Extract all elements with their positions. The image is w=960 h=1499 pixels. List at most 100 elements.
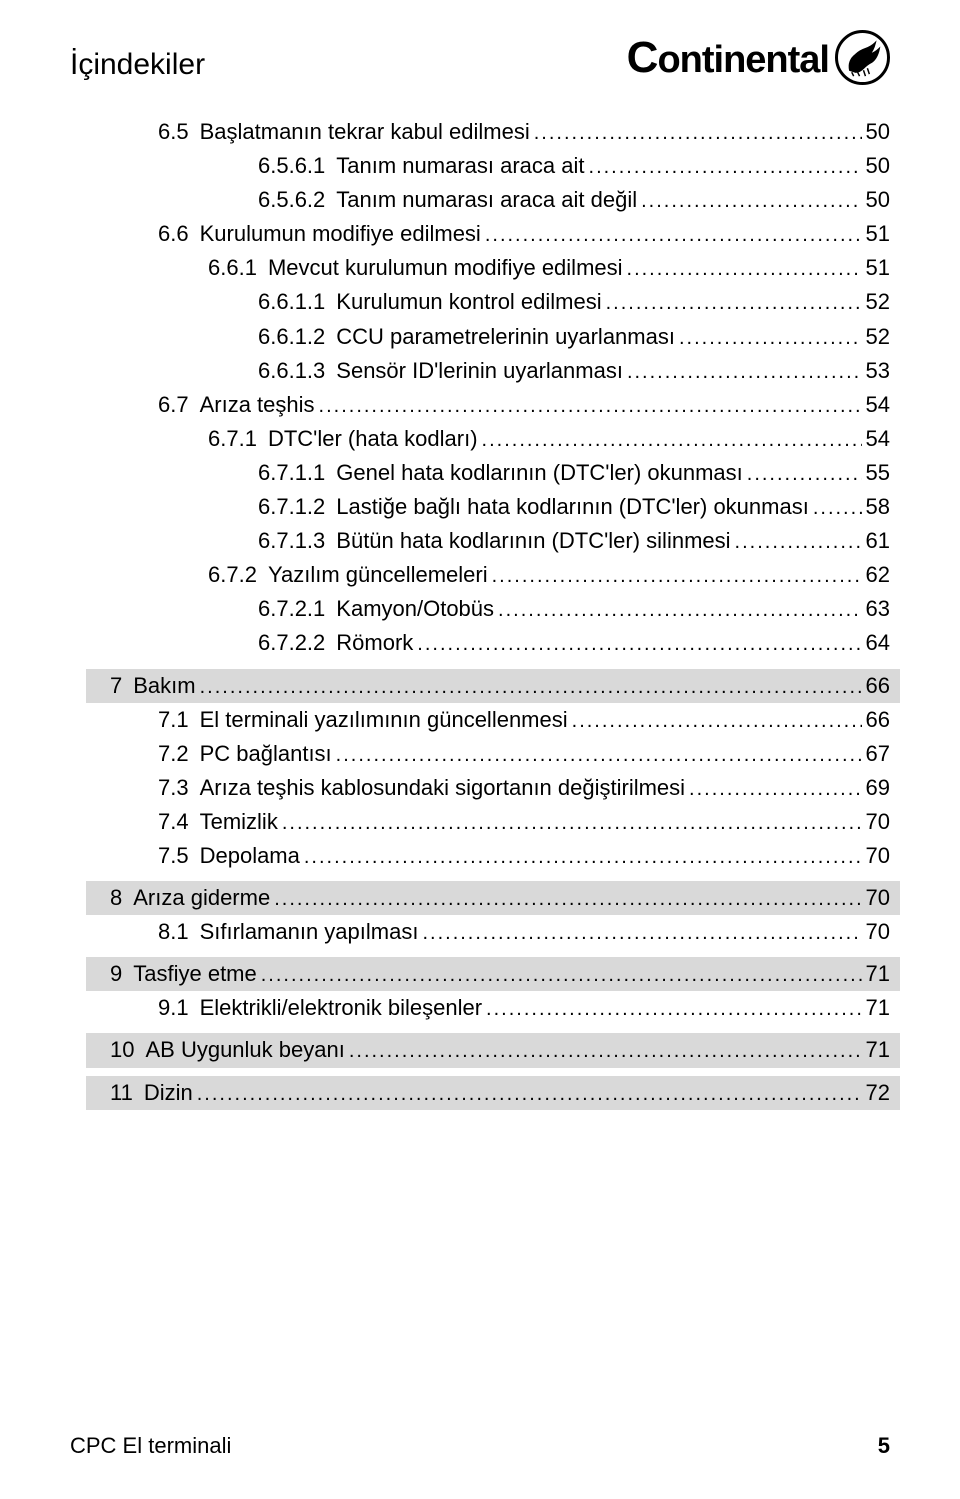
- toc-number: 11: [110, 1076, 133, 1110]
- toc-row: 8Arıza giderme70: [86, 881, 900, 915]
- toc-number: 6.7.1.3: [258, 524, 325, 558]
- toc-page: 71: [866, 957, 890, 991]
- toc-row: 7.3 Arıza teşhis kablosundaki sigortanın …: [98, 771, 890, 805]
- toc-leader: [641, 183, 861, 217]
- toc-page: 61: [866, 524, 890, 558]
- toc-title: Dizin: [144, 1076, 193, 1110]
- toc-number: 6.7.2: [208, 558, 257, 592]
- toc-row: 6.6.1Mevcut kurulumun modifiye edilmesi5…: [98, 251, 890, 285]
- toc-title: Yazılım güncellemeleri: [268, 558, 488, 592]
- toc-row: 6.5.6.2Tanım numarası araca ait değil50: [98, 183, 890, 217]
- toc-page: 69: [866, 771, 890, 805]
- page-footer: CPC El terminali 5: [70, 1433, 890, 1459]
- toc-page: 62: [866, 558, 890, 592]
- toc-title: Mevcut kurulumun modifiye edilmesi: [268, 251, 623, 285]
- toc-row: 6.7.1.1Genel hata kodlarının (DTC'ler) o…: [98, 456, 890, 490]
- toc-leader: [498, 592, 861, 626]
- toc-page: 50: [866, 149, 890, 183]
- toc-leader: [319, 388, 862, 422]
- toc-number: 9: [110, 957, 122, 991]
- toc-page: 50: [866, 115, 890, 149]
- toc-row: 6.5.6.1Tanım numarası araca ait50: [98, 149, 890, 183]
- toc-title: Römork: [336, 626, 413, 660]
- toc-number: 6.6.1.3: [258, 354, 325, 388]
- toc-leader: [482, 422, 862, 456]
- toc-title: Genel hata kodlarının (DTC'ler) okunması: [336, 456, 742, 490]
- toc-leader: [627, 251, 862, 285]
- toc-leader: [274, 881, 861, 915]
- toc-title: Kamyon/Otobüs: [336, 592, 494, 626]
- toc-page: 72: [866, 1076, 890, 1110]
- toc-leader: [261, 957, 862, 991]
- toc-row: 6.7.2 Yazılım güncellemeleri 62: [98, 558, 890, 592]
- toc-number: 9.1: [158, 991, 189, 1025]
- toc-row: 6.6.1.2CCU parametrelerinin uyarlanması5…: [98, 320, 890, 354]
- toc-row: 7.1El terminali yazılımının güncellenmes…: [98, 703, 890, 737]
- toc-leader: [627, 354, 862, 388]
- toc-leader: [422, 915, 861, 949]
- horse-icon: [835, 30, 890, 85]
- toc-page: 71: [866, 991, 890, 1025]
- toc-number: 6.6.1.1: [258, 285, 325, 319]
- toc-number: 6.5: [158, 115, 189, 149]
- toc-page: 55: [866, 456, 890, 490]
- toc-title: Sensör ID'lerinin uyarlanması: [336, 354, 623, 388]
- toc-page: 66: [866, 703, 890, 737]
- toc-number: 7: [110, 669, 122, 703]
- toc-leader: [349, 1033, 862, 1067]
- toc-title: Kurulumun modifiye edilmesi: [200, 217, 481, 251]
- toc-row: 6.7.1DTC'ler (hata kodları)54: [98, 422, 890, 456]
- toc-page: 52: [866, 285, 890, 319]
- toc-number: 6.7.1.2: [258, 490, 325, 524]
- toc-row: 6.7.1.3Bütün hata kodlarının (DTC'ler) s…: [98, 524, 890, 558]
- toc-title: Tanım numarası araca ait: [336, 149, 584, 183]
- toc-number: 6.6: [158, 217, 189, 251]
- toc-row: 6.7Arıza teşhis54: [98, 388, 890, 422]
- toc-row: 6.7.2.1Kamyon/Otobüs63: [98, 592, 890, 626]
- toc-leader: [813, 490, 862, 524]
- toc-title: Tasfiye etme: [133, 957, 257, 991]
- toc-leader: [492, 558, 862, 592]
- toc-title: Kurulumun kontrol edilmesi: [336, 285, 601, 319]
- toc-row: 11 Dizin 72: [86, 1076, 900, 1110]
- footer-page-number: 5: [878, 1433, 890, 1459]
- toc-number: 6.7: [158, 388, 189, 422]
- table-of-contents: 6.5Başlatmanın tekrar kabul edilmesi506.…: [70, 115, 890, 1110]
- toc-row: 7.4Temizlik70: [98, 805, 890, 839]
- toc-title: Temizlik: [200, 805, 278, 839]
- toc-leader: [589, 149, 862, 183]
- toc-row: 6.7.1.2Lastiğe bağlı hata kodlarının (DT…: [98, 490, 890, 524]
- toc-title: Depolama: [200, 839, 300, 873]
- toc-leader: [572, 703, 862, 737]
- toc-leader: [197, 1076, 862, 1110]
- toc-row: 7.2PC bağlantısı67: [98, 737, 890, 771]
- logo-text: Continental: [627, 33, 829, 83]
- toc-page: 67: [866, 737, 890, 771]
- toc-row: 6.6.1.3Sensör ID'lerinin uyarlanması53: [98, 354, 890, 388]
- toc-number: 6.7.2.2: [258, 626, 325, 660]
- toc-leader: [336, 737, 862, 771]
- toc-leader: [735, 524, 862, 558]
- toc-title: Elektrikli/elektronik bileşenler: [200, 991, 482, 1025]
- toc-leader: [534, 115, 862, 149]
- toc-title: Arıza teşhis kablosundaki sigortanın değ…: [200, 771, 685, 805]
- toc-leader: [200, 669, 862, 703]
- toc-leader: [689, 771, 861, 805]
- footer-left: CPC El terminali: [70, 1433, 231, 1459]
- page-header: İçindekiler Continental: [70, 30, 890, 85]
- toc-number: 7.5: [158, 839, 189, 873]
- toc-number: 7.3: [158, 771, 189, 805]
- toc-title: Bakım: [133, 669, 195, 703]
- toc-leader: [747, 456, 862, 490]
- toc-page: 58: [866, 490, 890, 524]
- toc-page: 52: [866, 320, 890, 354]
- toc-leader: [282, 805, 862, 839]
- toc-number: 10: [110, 1033, 134, 1067]
- toc-leader: [486, 991, 861, 1025]
- toc-number: 6.7.1: [208, 422, 257, 456]
- toc-row: 6.6Kurulumun modifiye edilmesi51: [98, 217, 890, 251]
- toc-page: 70: [866, 805, 890, 839]
- toc-page: 71: [866, 1033, 890, 1067]
- toc-page: 54: [866, 388, 890, 422]
- toc-title: Arıza giderme: [133, 881, 270, 915]
